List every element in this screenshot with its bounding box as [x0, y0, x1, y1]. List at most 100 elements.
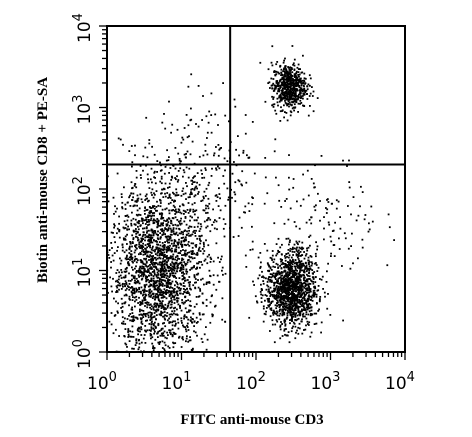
data-point-pop0 — [126, 346, 128, 348]
data-point-pop0 — [132, 296, 134, 298]
data-point-pop0 — [158, 343, 161, 345]
data-point-pop0 — [167, 227, 170, 229]
data-point-pop0 — [177, 252, 180, 254]
data-point-pop1 — [283, 290, 286, 292]
data-point-pop0 — [131, 306, 133, 309]
data-point-pop0 — [192, 231, 195, 233]
data-point-pop0 — [194, 244, 197, 247]
data-point-pop1 — [280, 304, 283, 306]
data-point-pop1 — [290, 280, 293, 283]
data-point-pop1 — [267, 285, 270, 288]
data-point-pop2 — [294, 106, 297, 109]
data-point-pop0 — [153, 315, 156, 318]
data-point-pop0 — [139, 308, 141, 311]
data-point-pop0 — [123, 220, 126, 223]
data-point-pop1 — [304, 302, 306, 304]
data-point-pop0 — [164, 318, 166, 321]
data-point-pop0 — [203, 176, 206, 179]
data-point-pop1 — [267, 304, 270, 307]
data-point-pop0 — [169, 283, 172, 286]
data-point-pop1 — [274, 276, 276, 279]
data-point-pop0 — [149, 311, 151, 314]
data-point-pop1 — [287, 249, 290, 251]
data-point-pop1 — [285, 302, 288, 305]
data-point-pop0 — [130, 315, 133, 318]
data-point-pop2 — [288, 105, 290, 108]
data-point-pop0 — [128, 246, 131, 249]
data-point-pop1 — [283, 313, 286, 316]
data-point-pop0 — [125, 258, 128, 261]
data-point-pop3 — [160, 192, 162, 195]
data-point-pop1 — [270, 302, 272, 305]
data-point-pop0 — [147, 250, 150, 253]
data-point-pop0 — [156, 222, 159, 224]
data-point-pop0 — [163, 244, 166, 246]
data-point-pop2 — [301, 71, 304, 74]
data-point-pop3 — [193, 252, 195, 255]
data-point-pop3 — [189, 153, 192, 156]
data-point-pop1 — [297, 279, 300, 281]
data-point-pop2 — [279, 99, 282, 102]
data-point-pop0 — [148, 236, 151, 239]
data-point-pop1 — [305, 270, 308, 273]
data-point-pop0 — [148, 139, 151, 141]
data-point-pop4 — [361, 238, 364, 241]
data-point-pop0 — [168, 313, 171, 316]
data-point-pop1 — [292, 259, 294, 262]
data-point-pop1 — [289, 303, 292, 306]
data-point-pop3 — [215, 242, 218, 245]
data-point-pop0 — [166, 223, 169, 225]
data-point-pop2 — [271, 95, 273, 98]
data-point-pop0 — [148, 219, 150, 221]
data-point-pop2 — [299, 102, 301, 105]
data-point-pop0 — [115, 300, 117, 303]
data-point-pop1 — [308, 268, 311, 270]
data-point-pop0 — [149, 315, 152, 318]
data-point-pop0 — [159, 313, 162, 316]
data-point-pop3 — [196, 187, 198, 190]
data-point-pop0 — [118, 215, 120, 218]
data-point-pop0 — [156, 271, 159, 274]
data-point-pop0 — [182, 338, 184, 341]
data-point-pop0 — [118, 288, 120, 291]
data-point-pop2 — [277, 90, 279, 93]
data-point-pop2 — [283, 104, 285, 107]
data-point-pop3 — [174, 147, 177, 149]
data-point-pop1 — [322, 288, 324, 290]
data-point-pop1 — [297, 308, 300, 311]
data-point-pop0 — [171, 334, 174, 336]
data-point-pop2 — [282, 97, 284, 100]
data-point-pop0 — [135, 287, 138, 290]
data-point-pop2 — [283, 82, 285, 84]
data-point-pop1 — [258, 274, 261, 277]
data-point-pop0 — [161, 273, 164, 276]
data-point-pop3 — [202, 209, 205, 212]
y-tick-label: 104 — [71, 13, 95, 43]
data-point-pop1 — [274, 287, 277, 290]
data-point-pop0 — [154, 288, 157, 291]
data-point-pop0 — [144, 234, 147, 236]
data-point-pop0 — [152, 282, 155, 285]
data-point-pop1 — [274, 312, 276, 315]
data-point-pop2 — [289, 110, 292, 113]
data-point-pop2 — [294, 96, 297, 99]
data-point-pop0 — [164, 284, 166, 287]
data-point-pop3 — [253, 172, 256, 175]
data-point-pop1 — [279, 303, 282, 306]
data-point-pop1 — [301, 262, 304, 265]
data-point-pop0 — [160, 177, 163, 180]
data-point-pop3 — [202, 95, 204, 97]
data-point-pop0 — [175, 291, 178, 293]
data-point-pop2 — [292, 90, 295, 93]
data-point-pop2 — [303, 79, 305, 82]
data-point-pop1 — [287, 275, 290, 278]
data-point-pop0 — [149, 267, 152, 270]
data-point-pop1 — [290, 314, 293, 317]
data-point-pop2 — [280, 74, 282, 76]
data-point-pop4 — [337, 200, 340, 203]
data-point-pop0 — [131, 274, 134, 277]
data-point-pop1 — [300, 284, 303, 286]
data-point-pop1 — [319, 296, 322, 298]
data-point-pop1 — [297, 332, 300, 335]
data-point-pop1 — [271, 254, 274, 257]
